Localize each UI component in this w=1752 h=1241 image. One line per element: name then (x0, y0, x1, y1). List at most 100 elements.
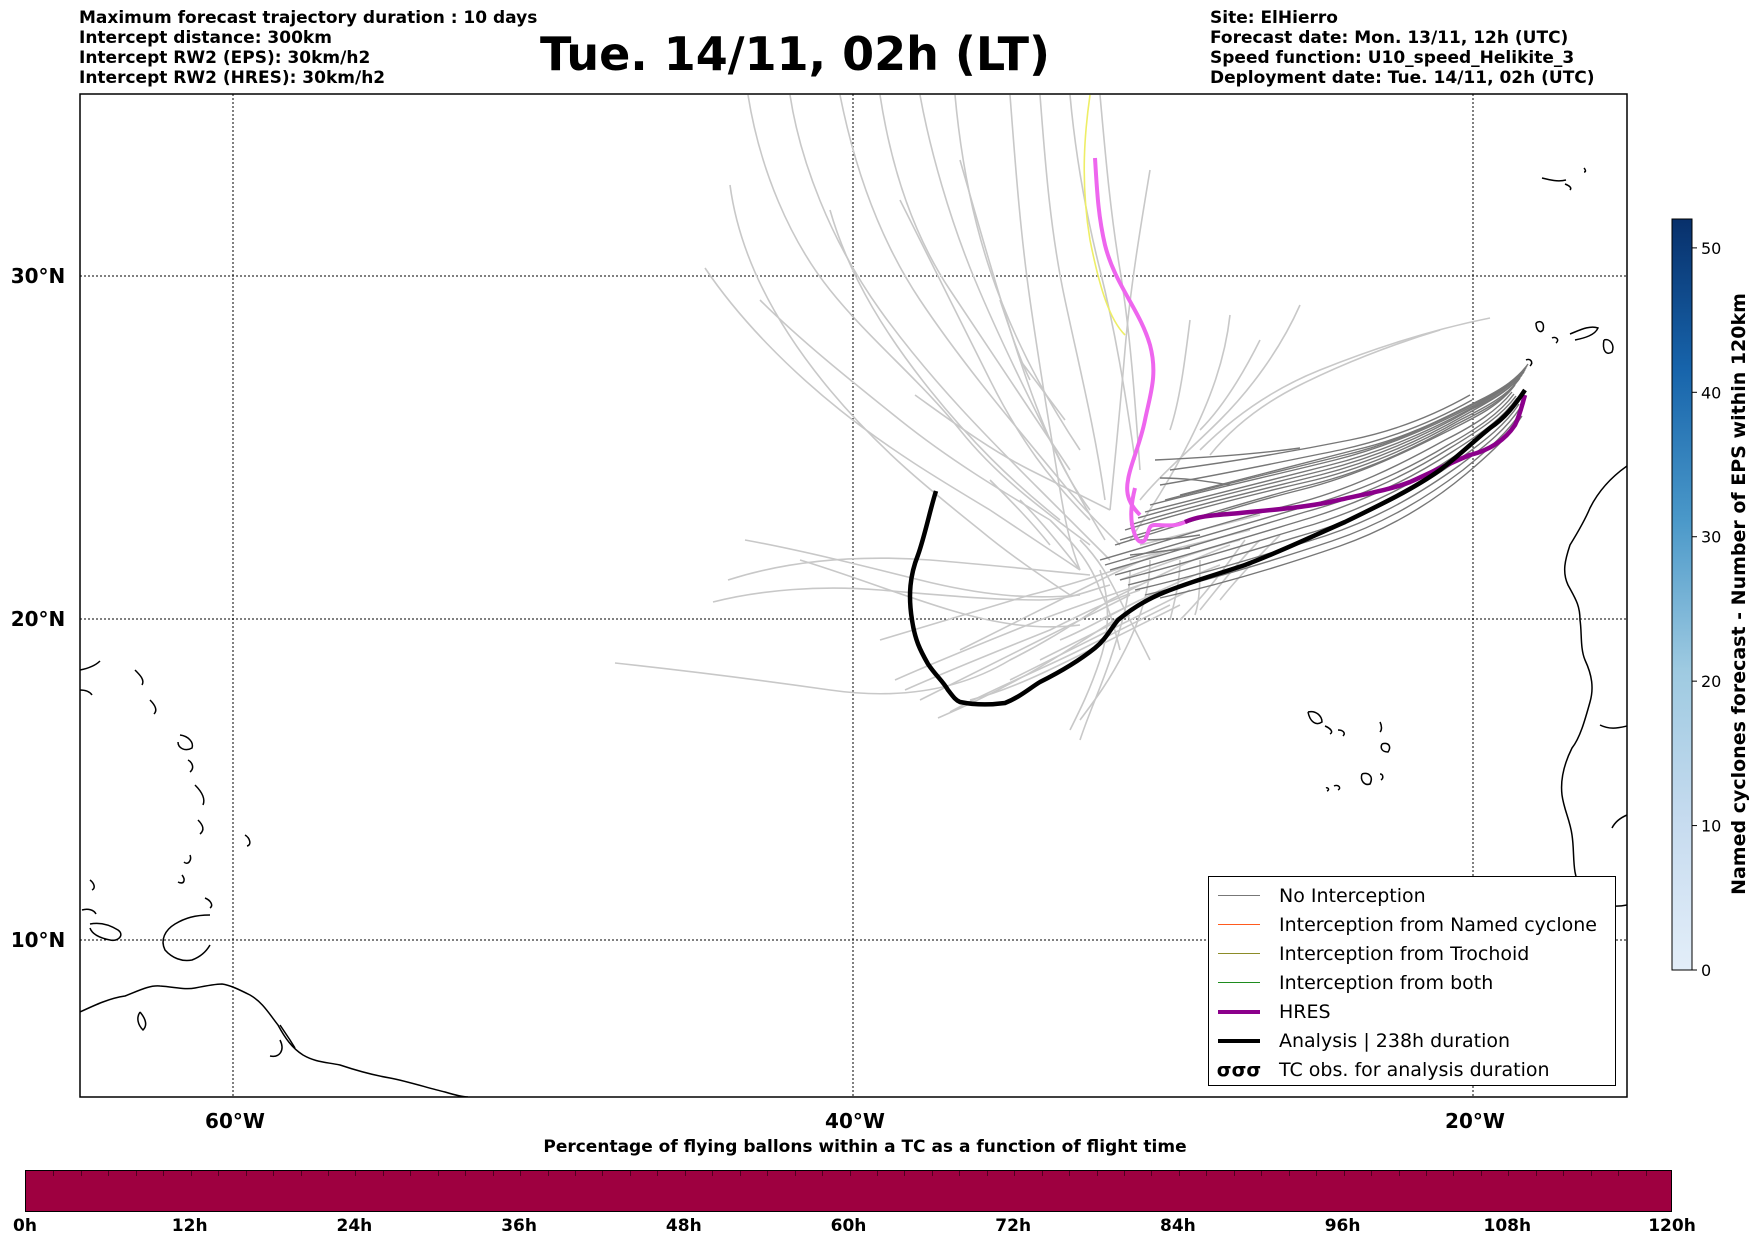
percentage-bar-minor-tick (1425, 1171, 1427, 1176)
lat-label-20n: 20°N (11, 607, 66, 631)
lon-label-40w: 40°W (825, 1109, 885, 1133)
percentage-bar-minor-tick (1096, 1171, 1098, 1176)
percentage-bar-minor-tick (684, 1171, 686, 1176)
percentage-bar-minor-tick (218, 1171, 220, 1176)
percentage-bar-minor-tick (712, 1171, 714, 1176)
legend-line (1218, 1009, 1260, 1014)
percentage-tick-label: 24h (336, 1216, 373, 1236)
legend-label: Interception from Trochoid (1279, 942, 1530, 965)
legend-item: Interception from Trochoid (1209, 939, 1615, 968)
percentage-tick-label: 36h (501, 1216, 537, 1236)
legend-symbol (1217, 1038, 1261, 1043)
percentage-tick-label: 108h (1483, 1216, 1532, 1236)
lon-label-60w: 60°W (205, 1109, 265, 1133)
legend-item: Analysis | 238h duration (1209, 1026, 1615, 1055)
legend-item: σσσ TC obs. for analysis duration (1209, 1055, 1615, 1084)
colorbar-tick-label: 10 (1701, 817, 1721, 836)
forecast-date-text: Forecast date: Mon. 13/11, 12h (UTC) (1210, 28, 1569, 48)
legend-item: No Interception (1209, 881, 1615, 910)
percentage-bar-minor-tick (602, 1171, 604, 1176)
percentage-bar-minor-tick (108, 1171, 110, 1176)
percentage-bar-minor-tick (876, 1171, 878, 1176)
percentage-tick-label: 0h (13, 1216, 37, 1236)
percentage-bar-minor-tick (547, 1171, 549, 1176)
legend-label: HRES (1279, 1000, 1331, 1023)
percentage-bar-minor-tick (986, 1171, 988, 1176)
percentage-tick-label: 120h (1648, 1216, 1696, 1236)
percentage-bar-minor-tick (1151, 1171, 1153, 1176)
percentage-bar-minor-tick (1041, 1171, 1043, 1176)
percentage-bar-minor-tick (1508, 1171, 1510, 1176)
percentage-bar (25, 1170, 1672, 1212)
header-right: Site: ElHierro Forecast date: Mon. 13/11… (1210, 8, 1595, 88)
percentage-bar-minor-tick (1014, 1171, 1016, 1176)
percentage-bar-minor-tick (1453, 1171, 1455, 1176)
percentage-bar-minor-tick (1645, 1171, 1647, 1176)
percentage-tick-label: 60h (830, 1216, 867, 1236)
percentage-bar-minor-tick (1261, 1171, 1263, 1176)
percentage-bar-minor-tick (355, 1171, 357, 1176)
percentage-bar-minor-tick (1206, 1171, 1208, 1176)
lat-label-10n: 10°N (11, 928, 66, 952)
legend-item: HRES (1209, 997, 1615, 1026)
legend-symbol (1217, 1009, 1261, 1014)
percentage-tick-label: 12h (171, 1216, 208, 1236)
percentage-bar-minor-tick (135, 1171, 137, 1176)
percentage-bar-minor-tick (1480, 1171, 1482, 1176)
no-interception-tracks (1099, 363, 1529, 599)
percentage-bar-minor-tick (931, 1171, 933, 1176)
percentage-bar-minor-tick (300, 1171, 302, 1176)
map-content (80, 94, 1627, 1097)
legend-symbol (1217, 982, 1261, 983)
percentage-bar-minor-tick (190, 1171, 192, 1176)
legend-symbol: σσσ (1216, 1058, 1262, 1081)
percentage-bar-minor-tick (80, 1171, 82, 1176)
percentage-bar-minor-tick (492, 1171, 494, 1176)
percentage-bar-minor-tick (794, 1171, 796, 1176)
percentage-bar-minor-tick (822, 1171, 824, 1176)
legend-label: No Interception (1279, 884, 1426, 907)
percentage-bar-minor-tick (1618, 1171, 1620, 1176)
intercept-hres-text: Intercept RW2 (HRES): 30km/h2 (79, 68, 386, 88)
percentage-bar-minor-tick (53, 1171, 55, 1176)
legend-line (1218, 982, 1260, 983)
percentage-bar-minor-tick (1124, 1171, 1125, 1176)
percentage-bar-minor-tick (767, 1171, 769, 1176)
colorbar-gradient (1671, 218, 1693, 971)
percentage-bar-minor-tick (1178, 1171, 1180, 1176)
percentage-bar-minor-tick (1343, 1171, 1345, 1176)
lon-label-20w: 20°W (1445, 1109, 1505, 1133)
percentage-bar-minor-tick (1371, 1171, 1373, 1176)
eps-tracks (614, 94, 1491, 741)
colorbar-tick-label: 30 (1701, 528, 1721, 547)
colorbar-ticks: 0 10 20 30 40 50 (1692, 239, 1721, 980)
analysis-track (907, 388, 1527, 707)
percentage-bar-minor-tick (575, 1171, 576, 1176)
percentage-bar-minor-tick (327, 1171, 329, 1176)
percentage-bar-minor-tick (1535, 1171, 1537, 1176)
percentage-tick-label: 48h (665, 1216, 702, 1236)
legend-line (1218, 953, 1260, 954)
percentage-tick-label: 84h (1160, 1216, 1196, 1236)
percentage-bar-minor-tick (1288, 1171, 1290, 1176)
legend-line (1218, 1038, 1260, 1043)
hres-track (1184, 394, 1528, 525)
percentage-bar-minor-tick (437, 1171, 439, 1176)
trochoid-light-track (1083, 94, 1126, 336)
legend-label: TC obs. for analysis duration (1279, 1058, 1550, 1081)
legend-label: Analysis | 238h duration (1279, 1029, 1511, 1052)
map-legend: No Interception Interception from Named c… (1208, 876, 1616, 1086)
percentage-bar-minor-tick (904, 1171, 906, 1176)
percentage-bar-minor-tick (739, 1171, 741, 1176)
legend-line (1218, 924, 1260, 925)
lat-label-30n: 30°N (11, 264, 66, 288)
percentage-bar-title: Percentage of flying ballons within a TC… (543, 1137, 1187, 1157)
legend-label: Interception from both (1279, 971, 1494, 994)
percentage-bar-minor-tick (163, 1171, 165, 1176)
percentage-bar-minor-tick (1069, 1171, 1071, 1176)
colorbar-tick-label: 50 (1701, 239, 1721, 258)
intercept-eps-text: Intercept RW2 (EPS): 30km/h2 (79, 48, 371, 68)
max-duration-text: Maximum forecast trajectory duration : 1… (79, 8, 538, 28)
legend-symbol (1217, 924, 1261, 925)
